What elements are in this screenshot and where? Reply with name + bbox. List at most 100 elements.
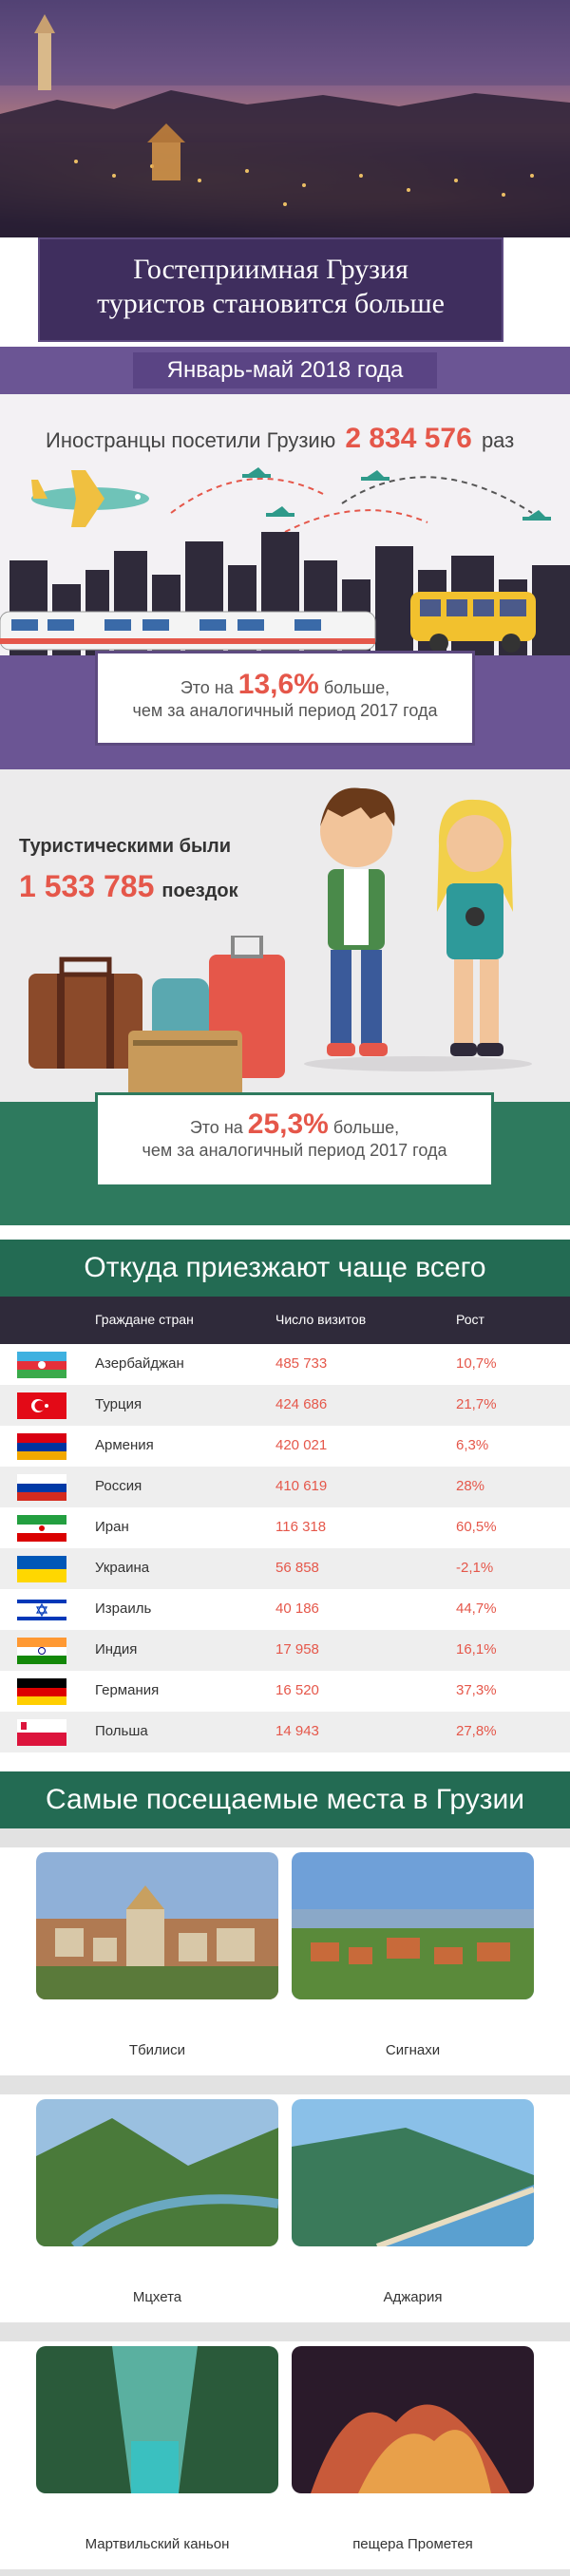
country-name: Индия — [95, 1641, 138, 1657]
ukraine-flag-icon — [17, 1556, 66, 1582]
country-name: Израиль — [95, 1601, 152, 1617]
period-bar: Январь-май 2018 года — [0, 347, 570, 394]
table-row: Украина 56 858 -2,1% — [0, 1548, 570, 1589]
foreign-visits-text: Иностранцы посетили Грузию 2 834 576 раз — [46, 423, 514, 455]
place-photo — [36, 1852, 278, 1999]
bus-icon — [410, 592, 536, 653]
place-caption: Тбилиси — [128, 2042, 186, 2058]
col-growth: Рост — [456, 1312, 484, 1327]
table-row: Азербайджан 485 733 10,7% — [0, 1344, 570, 1385]
poland-flag-icon — [17, 1719, 66, 1746]
country-name: Россия — [95, 1478, 142, 1494]
country-name: Польша — [95, 1723, 148, 1739]
russia-flag-icon — [17, 1474, 66, 1501]
countries-heading: Откуда приезжают чаще всего — [84, 1252, 486, 1283]
tourists-illustration — [304, 787, 532, 1071]
growth2-post: больше, — [332, 1118, 400, 1137]
foreign-prefix: Иностранцы посетили Грузию — [46, 428, 336, 452]
visits-value: 420 021 — [276, 1437, 328, 1453]
place-caption: Мцхета — [132, 2289, 182, 2305]
growth-value: 37,3% — [456, 1682, 497, 1698]
country-name: Армения — [95, 1437, 154, 1453]
growth-value: 16,1% — [456, 1641, 497, 1657]
hero-tbilisi-night-photo — [0, 0, 570, 237]
luggage-illustration — [28, 936, 285, 1097]
period-label: Январь-май 2018 года — [133, 352, 437, 388]
place-photo — [36, 2099, 278, 2246]
table-row: Иран 116 318 60,5% — [0, 1507, 570, 1548]
flight-paths — [170, 467, 551, 533]
places-heading-bar: Самые посещаемые места в Грузии — [0, 1771, 570, 1828]
visits-value: 424 686 — [276, 1396, 328, 1412]
country-name: Германия — [95, 1682, 160, 1698]
table-row: Польша 14 943 27,8% — [0, 1712, 570, 1752]
germany-flag-icon — [17, 1678, 66, 1705]
country-name: Иран — [95, 1519, 129, 1535]
countries-heading-bar: Откуда приезжают чаще всего — [0, 1240, 570, 1297]
place-photo — [292, 1852, 534, 1999]
table-row: Турция 424 686 21,7% — [0, 1385, 570, 1426]
table-row: Армения 420 021 6,3% — [0, 1426, 570, 1467]
growth2-percent: 25,3% — [247, 1108, 329, 1140]
growth1-percent: 13,6% — [238, 669, 319, 700]
visits-value: 17 958 — [276, 1641, 319, 1657]
growth-note-2: Это на 25,3% больше, чем за аналогичный … — [95, 1092, 494, 1187]
place-photo — [36, 2346, 278, 2493]
col-visits: Число визитов — [276, 1312, 367, 1327]
visits-value: 485 733 — [276, 1355, 328, 1372]
tourism-value: 1 533 785 — [19, 869, 155, 903]
growth1-pre: Это на — [180, 678, 234, 697]
growth-value: 44,7% — [456, 1601, 497, 1617]
armenia-flag-icon — [17, 1433, 66, 1460]
train-icon — [0, 611, 376, 651]
title-line1: Гостеприимная Грузия — [133, 254, 408, 285]
foreign-visits-value: 2 834 576 — [345, 423, 472, 454]
india-flag-icon — [17, 1638, 66, 1664]
table-row: Израиль 40 186 44,7% — [0, 1589, 570, 1630]
growth1-post: больше, — [323, 678, 390, 697]
places-heading: Самые посещаемые места в Грузии — [46, 1784, 524, 1815]
country-name: Украина — [95, 1560, 150, 1576]
growth2-pre: Это на — [189, 1118, 243, 1137]
growth1-line2: чем за аналогичный период 2017 года — [132, 701, 438, 720]
growth-value: -2,1% — [456, 1560, 494, 1576]
airplane-icon — [31, 470, 149, 527]
iran-flag-icon — [17, 1515, 66, 1542]
growth-value: 28% — [456, 1478, 485, 1494]
place-caption: пещера Прометея — [352, 2536, 473, 2552]
growth-note-1: Это на 13,6% больше, чем за аналогичный … — [95, 651, 475, 746]
visits-value: 14 943 — [276, 1723, 319, 1739]
growth-value: 60,5% — [456, 1519, 497, 1535]
table-row: Германия 16 520 37,3% — [0, 1671, 570, 1712]
visits-value: 410 619 — [276, 1478, 328, 1494]
growth-value: 6,3% — [456, 1437, 489, 1453]
growth-value: 10,7% — [456, 1355, 497, 1372]
growth2-line2: чем за аналогичный период 2017 года — [142, 1141, 447, 1160]
place-caption: Сигнахи — [385, 2042, 441, 2058]
country-name: Турция — [95, 1396, 142, 1412]
place-photo — [292, 2346, 534, 2493]
table-row: Индия 17 958 16,1% — [0, 1630, 570, 1671]
visits-value: 116 318 — [276, 1519, 327, 1535]
place-photo — [292, 2099, 534, 2246]
country-name: Азербайджан — [95, 1355, 184, 1372]
visits-value: 56 858 — [276, 1560, 319, 1576]
visits-value: 40 186 — [276, 1601, 319, 1617]
foreign-suffix: раз — [481, 428, 515, 452]
turkey-flag-icon — [17, 1392, 66, 1419]
growth-value: 27,8% — [456, 1723, 497, 1739]
table-row: Россия 410 619 28% — [0, 1467, 570, 1507]
tourism-label: Туристическими были — [19, 836, 232, 857]
title-line2: туристов становится больше — [97, 288, 445, 319]
visits-value: 16 520 — [276, 1682, 319, 1698]
place-caption: Аджария — [383, 2289, 443, 2305]
growth-value: 21,7% — [456, 1396, 497, 1412]
tourism-value-line: 1 533 785 поездок — [19, 869, 238, 904]
israel-flag-icon — [17, 1597, 66, 1623]
col-country: Граждане стран — [95, 1312, 194, 1327]
azerbaijan-flag-icon — [17, 1352, 66, 1378]
table-header: Граждане стран Число визитов Рост — [0, 1297, 570, 1344]
place-caption: Мартвильский каньон — [85, 2536, 230, 2552]
tourism-unit: поездок — [162, 881, 238, 901]
title-box: Гостеприимная Грузия туристов становится… — [38, 237, 504, 342]
